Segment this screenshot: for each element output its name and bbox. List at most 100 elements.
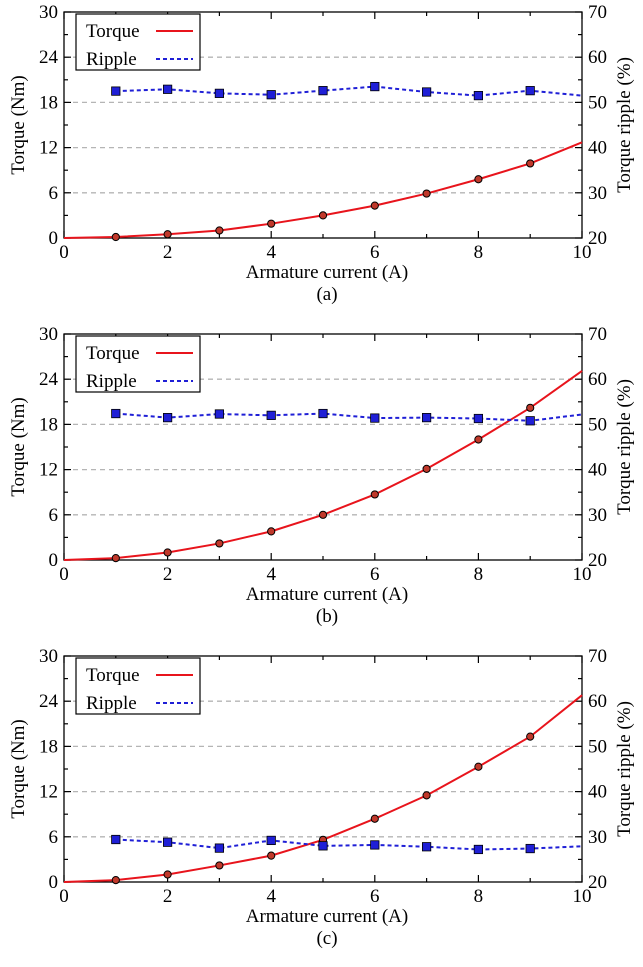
- x-tick-label: 8: [474, 242, 484, 263]
- y-left-tick-label: 18: [39, 92, 58, 113]
- ripple-point: [421, 842, 432, 852]
- torque-point: [422, 791, 431, 800]
- y-right-tick-label: 40: [588, 138, 607, 159]
- x-tick-label: 10: [573, 886, 592, 907]
- y-left-tick-label: 30: [39, 324, 58, 345]
- y-right-tick-label: 50: [588, 736, 607, 757]
- x-axis-label: Armature current (A): [246, 262, 408, 283]
- torque-point: [111, 232, 120, 242]
- x-tick-label: 10: [573, 564, 592, 585]
- legend: Torque Ripple: [75, 657, 201, 715]
- torque-point: [474, 762, 483, 771]
- y-right-tick-label: 20: [588, 872, 607, 893]
- x-tick-label: 2: [163, 886, 173, 907]
- torque-point: [267, 527, 276, 536]
- torque-point: [215, 539, 224, 548]
- y-left-tick-label: 12: [39, 460, 58, 481]
- y-right-tick-label: 70: [588, 646, 607, 667]
- y-left-tick-label: 24: [39, 369, 59, 390]
- legend-label-ripple: Ripple: [86, 371, 137, 392]
- y-left-tick-label: 0: [49, 550, 59, 571]
- x-tick-label: 2: [163, 564, 173, 585]
- ripple-point: [266, 410, 276, 420]
- y-left-tick-label: 24: [39, 691, 59, 712]
- x-tick-label: 4: [266, 564, 276, 585]
- y-left-tick-label: 6: [49, 505, 59, 526]
- ripple-point: [473, 91, 484, 101]
- torque-point: [370, 814, 379, 823]
- y-left-tick-label: 12: [39, 782, 58, 803]
- ripple-point: [473, 844, 484, 855]
- y-right-tick-label: 40: [588, 782, 607, 803]
- y-left-axis-label: Torque (Nm): [8, 75, 29, 174]
- series-line-ripple: [115, 85, 583, 97]
- x-tick-label: 0: [59, 564, 69, 585]
- ripple-point: [421, 413, 432, 423]
- y-right-axis-label: Torque ripple (%): [614, 57, 635, 193]
- torque-point: [215, 226, 224, 235]
- y-left-tick-label: 18: [39, 736, 58, 757]
- y-right-tick-label: 70: [588, 324, 607, 345]
- y-left-tick-label: 0: [49, 872, 59, 893]
- ripple-point: [162, 84, 173, 94]
- torque-point: [215, 861, 224, 870]
- x-tick-label: 10: [573, 242, 592, 263]
- legend: Torque Ripple: [75, 13, 201, 71]
- x-tick-label: 0: [59, 242, 69, 263]
- x-axis-label: Armature current (A): [246, 906, 408, 927]
- y-right-tick-label: 60: [588, 691, 607, 712]
- y-left-tick-label: 30: [39, 646, 58, 667]
- y-right-axis-label: Torque ripple (%): [614, 701, 635, 837]
- ripple-point: [214, 409, 224, 419]
- legend-label-ripple: Ripple: [86, 49, 137, 70]
- y-left-tick-label: 30: [39, 2, 58, 23]
- series-line-torque: [63, 370, 583, 561]
- torque-point: [318, 211, 328, 220]
- ripple-point: [525, 416, 535, 426]
- y-right-tick-label: 20: [588, 228, 607, 249]
- ripple-point: [318, 408, 328, 419]
- x-tick-label: 8: [474, 564, 484, 585]
- series-line-torque: [63, 141, 583, 239]
- ripple-point: [214, 88, 224, 98]
- x-tick-label: 4: [266, 886, 276, 907]
- torque-point: [163, 870, 172, 879]
- torque-point: [163, 548, 172, 557]
- ripple-point: [525, 843, 535, 854]
- legend-label-torque: Torque: [86, 21, 140, 42]
- ripple-point: [473, 413, 484, 424]
- y-right-tick-label: 20: [588, 550, 607, 571]
- torque-point: [163, 230, 172, 239]
- x-tick-label: 0: [59, 886, 69, 907]
- y-right-tick-label: 30: [588, 183, 607, 204]
- x-tick-label: 2: [163, 242, 173, 263]
- y-right-tick-label: 70: [588, 2, 607, 23]
- y-left-axis-label: Torque (Nm): [8, 719, 29, 818]
- y-right-tick-label: 40: [588, 460, 607, 481]
- y-right-tick-label: 30: [588, 505, 607, 526]
- panel-label: (b): [316, 606, 338, 627]
- torque-point: [422, 464, 431, 473]
- torque-point: [526, 403, 535, 412]
- y-left-axis-label: Torque (Nm): [8, 397, 29, 496]
- torque-point: [267, 219, 276, 228]
- y-left-tick-label: 0: [49, 228, 59, 249]
- ripple-point: [111, 834, 121, 845]
- y-right-tick-label: 60: [588, 47, 607, 68]
- ripple-point: [111, 86, 121, 96]
- ripple-point: [318, 86, 328, 96]
- ripple-point: [525, 86, 535, 96]
- ripple-point: [111, 408, 121, 419]
- series-line-torque: [63, 694, 583, 883]
- torque-point: [318, 510, 328, 519]
- legend-label-torque: Torque: [86, 343, 140, 364]
- legend-box: [75, 13, 201, 71]
- torque-point: [267, 851, 276, 860]
- ripple-point: [370, 840, 380, 850]
- ripple-point: [370, 413, 380, 423]
- y-left-tick-label: 24: [39, 47, 59, 68]
- x-tick-label: 6: [370, 242, 380, 263]
